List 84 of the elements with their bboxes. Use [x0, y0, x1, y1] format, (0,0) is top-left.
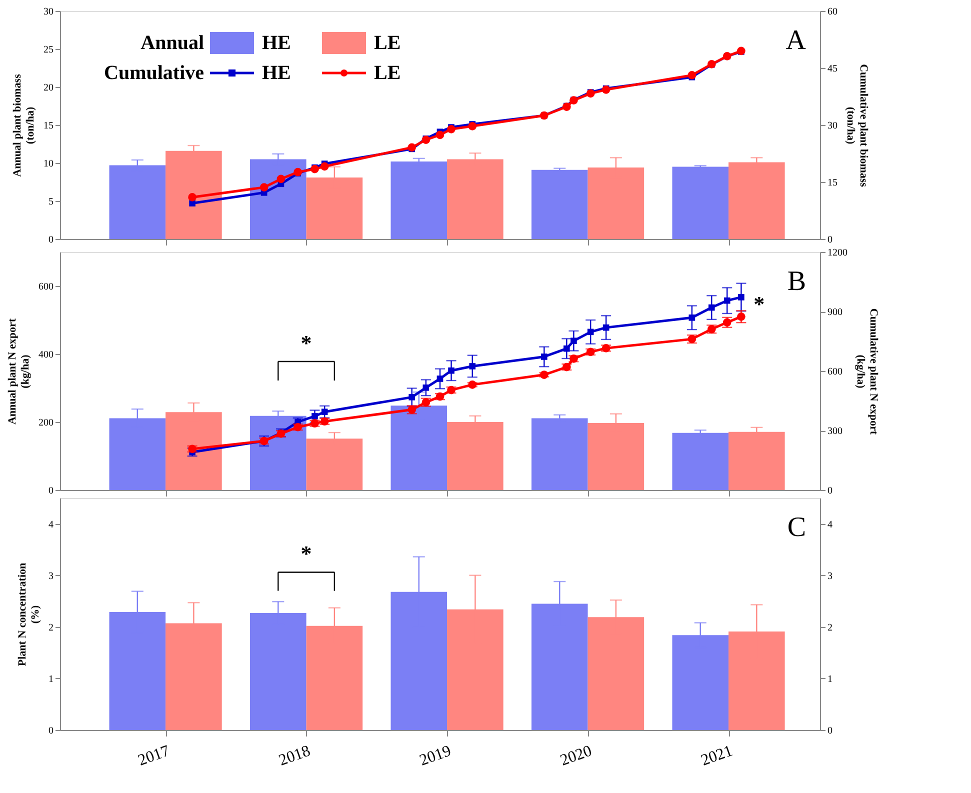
- point: [188, 193, 196, 202]
- y2-tick-label: 1: [828, 674, 832, 685]
- y-tick-label: 3: [48, 570, 54, 582]
- point: [570, 338, 577, 344]
- y2-axis-title: Cumulative plant biomass (ton/ha): [844, 64, 870, 188]
- y2-tick-label: 2: [828, 622, 832, 634]
- y-tick-label: 400: [38, 350, 54, 360]
- point: [321, 408, 328, 416]
- y2-tick-label: 30: [828, 120, 838, 132]
- y-tick-label: 4: [48, 519, 54, 530]
- point: [436, 376, 444, 382]
- annotation: *: [300, 541, 312, 566]
- y-tick-label: 10: [44, 158, 54, 170]
- bar: [728, 432, 785, 490]
- y2-tick-label: 900: [828, 307, 842, 318]
- annotation: C: [787, 512, 806, 543]
- point: [587, 328, 594, 336]
- y2-tick-label: 4: [828, 519, 832, 530]
- y-tick-label: 0: [48, 486, 54, 496]
- point: [468, 122, 477, 130]
- point: [738, 294, 744, 300]
- y-tick-label: 1: [48, 674, 54, 685]
- annotation: Annual: [140, 32, 204, 54]
- y-tick-label: 2: [48, 622, 54, 634]
- point: [422, 384, 430, 391]
- annotation: Cumulative: [104, 62, 204, 84]
- point: [260, 183, 268, 192]
- point: [276, 174, 286, 184]
- point: [448, 367, 454, 374]
- point: [469, 363, 476, 370]
- y-tick-label: 600: [38, 282, 54, 292]
- point: [312, 413, 318, 420]
- y-axis-title: Annual plant N export (kg/ha): [6, 318, 32, 425]
- point: [408, 394, 416, 400]
- legend-label: LE: [374, 32, 401, 54]
- y2-tick-label: 45: [828, 64, 838, 74]
- point: [447, 125, 456, 134]
- y-tick-label: 20: [44, 82, 54, 94]
- y-tick-label: 5: [48, 196, 54, 208]
- point: [436, 130, 444, 140]
- annotation: *: [300, 330, 312, 356]
- annotation: B: [787, 266, 806, 297]
- annotation: *: [754, 292, 765, 317]
- point: [320, 162, 329, 171]
- y2-tick-label: 600: [828, 366, 842, 378]
- legend-label: LE: [374, 62, 401, 84]
- annotation: A: [786, 25, 807, 56]
- point: [602, 324, 610, 331]
- point: [737, 312, 746, 321]
- y2-tick-label: 60: [828, 6, 838, 18]
- y-tick-label: 30: [44, 6, 54, 18]
- legend-label: HE: [262, 32, 291, 54]
- point: [408, 143, 416, 152]
- point: [540, 354, 548, 360]
- x-tick-label: 2017: [136, 742, 172, 770]
- y-axis-title: Annual plant biomass (ton/ha): [12, 73, 36, 177]
- y2-tick-label: 0: [828, 726, 832, 736]
- point: [688, 71, 696, 80]
- point: [708, 304, 715, 311]
- y-tick-label: 0: [48, 234, 54, 246]
- y2-tick-label: 300: [828, 426, 842, 437]
- y2-axis-title: Cumulative plant N export (kg/ha): [854, 308, 880, 435]
- bar: [672, 166, 729, 239]
- y-tick-label: 200: [38, 418, 54, 428]
- point: [586, 89, 595, 98]
- y-axis-title: Plant N concentration (%): [16, 562, 42, 666]
- x-tick-label: 2018: [276, 742, 313, 770]
- bar: [531, 418, 588, 490]
- point: [310, 164, 319, 174]
- x-tick-label: 2021: [698, 742, 735, 770]
- point: [564, 345, 570, 352]
- y-tick-label: 25: [44, 44, 54, 56]
- y2-tick-label: 0: [828, 234, 832, 246]
- point: [724, 297, 730, 304]
- y-tick-label: 15: [44, 120, 54, 132]
- y2-tick-label: 1200: [828, 248, 848, 258]
- x-tick-label: 2020: [558, 742, 594, 770]
- y2-tick-label: 15: [828, 178, 838, 188]
- x-tick-label: 2019: [417, 742, 454, 770]
- y2-tick-label: 0: [828, 486, 832, 496]
- y-tick-label: 0: [48, 726, 54, 736]
- legend-label: HE: [262, 62, 291, 84]
- y2-tick-label: 3: [828, 570, 832, 582]
- point: [688, 314, 696, 321]
